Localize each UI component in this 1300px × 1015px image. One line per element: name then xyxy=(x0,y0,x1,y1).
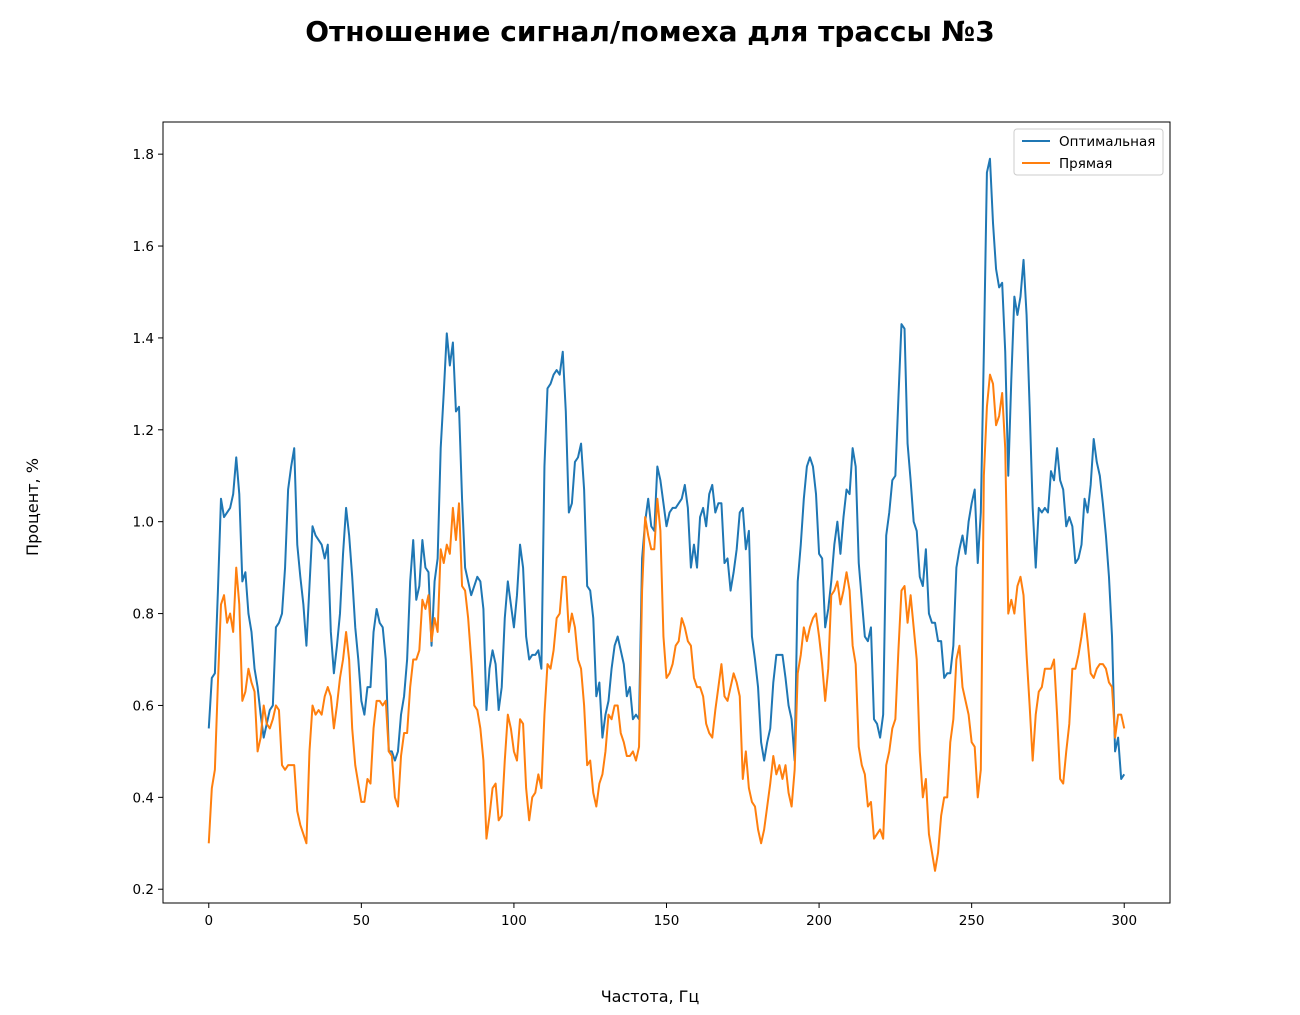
x-tick-label: 0 xyxy=(204,913,213,929)
legend-label-2: Прямая xyxy=(1059,156,1112,172)
y-tick-label: 1.4 xyxy=(133,331,154,347)
chart-title: Отношение сигнал/помеха для трассы №3 xyxy=(305,15,994,48)
y-axis-label: Процент, % xyxy=(23,458,42,556)
plot-frame xyxy=(162,121,1171,904)
legend-label-1: Оптимальная xyxy=(1059,134,1155,150)
y-tick-label: 0.6 xyxy=(133,698,154,714)
y-tick-label: 0.2 xyxy=(133,882,154,898)
x-tick-label: 50 xyxy=(353,913,370,929)
x-tick-label: 200 xyxy=(806,913,832,929)
y-tick-label: 1.0 xyxy=(133,515,154,531)
x-tick-label: 250 xyxy=(959,913,985,929)
series-line-2 xyxy=(207,373,1126,872)
x-tick-label: 300 xyxy=(1111,913,1137,929)
plot-area: 0 50 100 150 200 250 300 0.2 0.4 0.6 0.8 1.0 1.2 1.4 1… xyxy=(133,121,1171,929)
legend-box xyxy=(1013,128,1164,176)
y-tick-label: 0.8 xyxy=(133,607,154,623)
y-tick-label: 1.6 xyxy=(133,239,154,255)
series-line-1 xyxy=(207,157,1126,780)
y-tick-label: 0.4 xyxy=(133,790,154,806)
y-tick-label: 1.8 xyxy=(133,147,154,163)
x-tick-label: 100 xyxy=(501,913,527,929)
y-tick-label: 1.2 xyxy=(133,423,154,439)
x-tick-label: 150 xyxy=(654,913,680,929)
x-axis-label: Частота, Гц xyxy=(601,987,700,1006)
